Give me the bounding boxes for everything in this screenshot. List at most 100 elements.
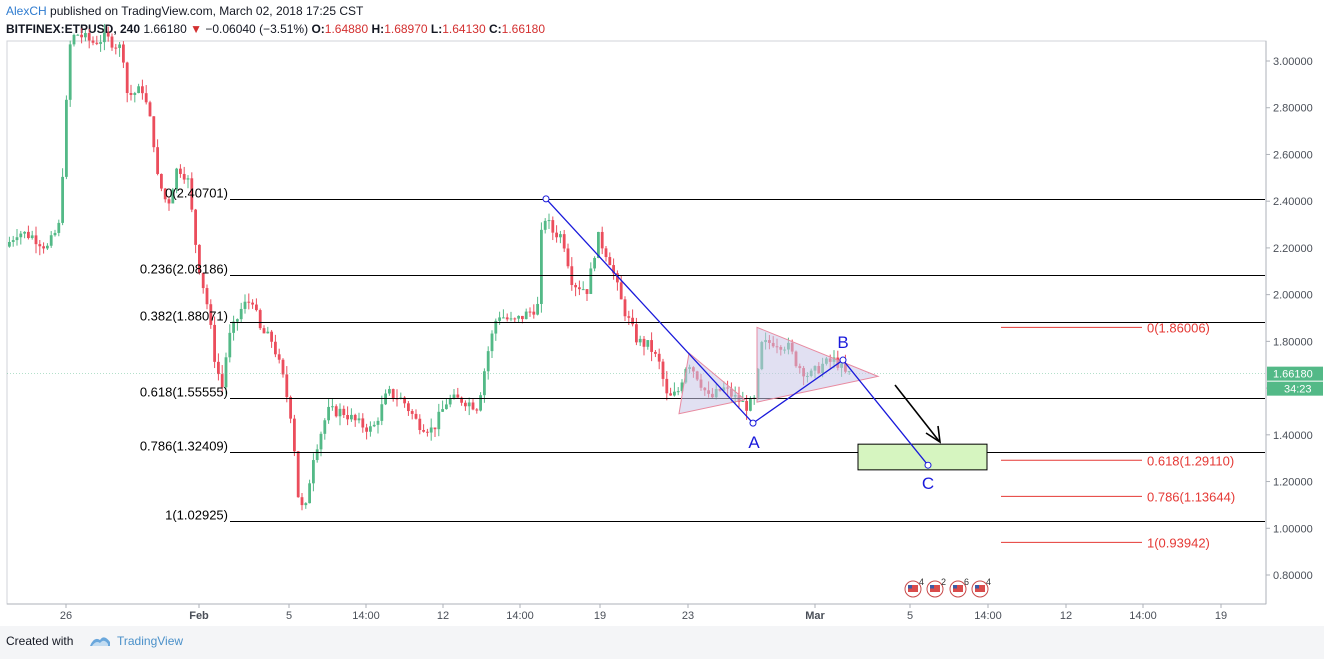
us-flag-icon[interactable] <box>926 580 944 598</box>
candle-body <box>76 34 80 36</box>
price-tick-label: 2.20000 <box>1273 243 1313 255</box>
candle-body <box>213 324 216 362</box>
wave-point[interactable] <box>924 461 932 469</box>
candle-body <box>369 426 372 432</box>
candle-body <box>247 301 251 303</box>
candle-body <box>464 402 467 407</box>
candle-body <box>745 401 748 411</box>
candle-body <box>319 433 323 450</box>
candle-body <box>448 398 452 405</box>
flag-canton <box>908 585 912 589</box>
candle-body <box>608 257 612 266</box>
candle-body <box>456 394 460 398</box>
candle-body <box>509 318 513 320</box>
fib-retracement-left[interactable]: 0(2.40701) 0.236(2.08186) 0.382(1.88071) 0.… <box>140 186 1265 523</box>
candle-body <box>38 244 42 247</box>
candle-body <box>46 245 49 249</box>
flag-stripes <box>975 585 985 592</box>
abc-wave-line[interactable] <box>545 198 929 466</box>
candle-body <box>410 411 414 414</box>
candle-body <box>460 397 463 403</box>
candle-body <box>8 241 11 247</box>
candle-body <box>137 86 140 94</box>
candle-body <box>285 374 289 398</box>
price-tick-label: 1.20000 <box>1273 477 1313 489</box>
candle-body <box>232 321 235 333</box>
countdown-badge-text: 34:23 <box>1284 384 1312 396</box>
price-tick-label: 1.80000 <box>1273 336 1313 348</box>
price-chart[interactable]: 0(2.40701) 0.236(2.08186) 0.382(1.88071) 0.… <box>0 0 1324 626</box>
fib-level-label: 0.618(1.55555) <box>140 384 228 399</box>
author-link[interactable]: AlexCH <box>6 4 47 18</box>
tradingview-logo-icon[interactable] <box>88 632 112 650</box>
candle-body <box>34 235 38 245</box>
candle-body <box>133 93 137 95</box>
flag-canton <box>975 585 979 589</box>
candle-body <box>532 311 536 315</box>
drawing-shapes[interactable]: A B C <box>542 195 988 493</box>
candle-body <box>315 449 319 461</box>
candle-body <box>293 418 296 452</box>
flag-canton <box>953 585 957 589</box>
last-price-badge-text: 1.66180 <box>1273 369 1313 381</box>
candle-body <box>471 402 475 410</box>
candle-body <box>300 497 304 506</box>
candle-body <box>30 235 34 239</box>
candle-body <box>361 418 365 428</box>
candle-body <box>627 316 631 318</box>
symbol-name[interactable]: BITFINEX:ETPUSD, 240 <box>6 22 141 36</box>
candle-body <box>589 268 593 294</box>
candle-body <box>680 382 684 392</box>
fib-extension-right[interactable]: 0(1.86006) 0.618(1.29110) 0.786(1.13644) 1(… <box>1001 320 1235 550</box>
candle-body <box>236 319 239 322</box>
triangle-pattern[interactable] <box>756 326 880 403</box>
us-flag-icon[interactable] <box>949 580 967 598</box>
triangle-pattern[interactable] <box>678 352 747 415</box>
candle-body <box>156 147 159 174</box>
price-change: −0.06040 (−3.51%) <box>205 22 309 36</box>
candle-body <box>205 288 209 305</box>
candle-body <box>357 418 361 421</box>
time-tick-label: 12 <box>1060 610 1072 622</box>
publish-line: AlexCH published on TradingView.com, Mar… <box>6 4 363 18</box>
target-zone-box[interactable] <box>857 443 988 471</box>
candle-body <box>331 406 334 408</box>
candle-body <box>65 99 68 177</box>
us-flag-icon[interactable] <box>904 580 922 598</box>
wave-point[interactable] <box>542 195 550 203</box>
candle-body <box>152 116 156 148</box>
low-value: 1.64130 <box>442 22 486 36</box>
down-arrow-icon: ▼ <box>190 22 202 36</box>
wave-point[interactable] <box>839 356 847 364</box>
candle-body <box>562 234 566 249</box>
candle-body <box>547 220 551 222</box>
candle-body <box>597 231 600 258</box>
candle-body <box>536 303 539 315</box>
candle-body <box>418 418 422 431</box>
candle-body <box>475 409 479 411</box>
candle-body <box>103 32 106 43</box>
candle-body <box>57 222 61 233</box>
us-flag-icon[interactable] <box>971 580 989 598</box>
price-tick-label: 2.00000 <box>1273 290 1313 302</box>
arrow-down-icon[interactable] <box>894 384 940 442</box>
candle-body <box>312 460 315 484</box>
fib-ext-label: 0.786(1.13644) <box>1147 489 1235 504</box>
candle-body <box>110 36 114 48</box>
economic-events[interactable]: 4 2 6 4 <box>904 577 991 598</box>
price-tick-label: 2.40000 <box>1273 196 1313 208</box>
candle-body <box>490 333 494 352</box>
chart-header: AlexCH published on TradingView.com, Mar… <box>0 0 1324 40</box>
candle-body <box>23 231 26 234</box>
wave-point[interactable] <box>749 419 757 427</box>
candle-body <box>243 301 247 309</box>
candle-body <box>422 430 425 432</box>
candle-body <box>388 389 391 394</box>
price-axis[interactable]: 3.00000 2.80000 2.60000 2.40000 2.20000 2.000… <box>1265 41 1324 604</box>
time-axis[interactable]: 26 Feb 5 14:00 12 14:00 19 23 Mar 5 14:00 12 14:00 19 <box>7 603 1266 622</box>
candle-body <box>338 408 342 417</box>
candle-body <box>129 92 133 95</box>
candle-body <box>642 338 646 347</box>
candle-body <box>578 287 581 290</box>
tradingview-brand-link[interactable]: TradingView <box>117 634 184 648</box>
